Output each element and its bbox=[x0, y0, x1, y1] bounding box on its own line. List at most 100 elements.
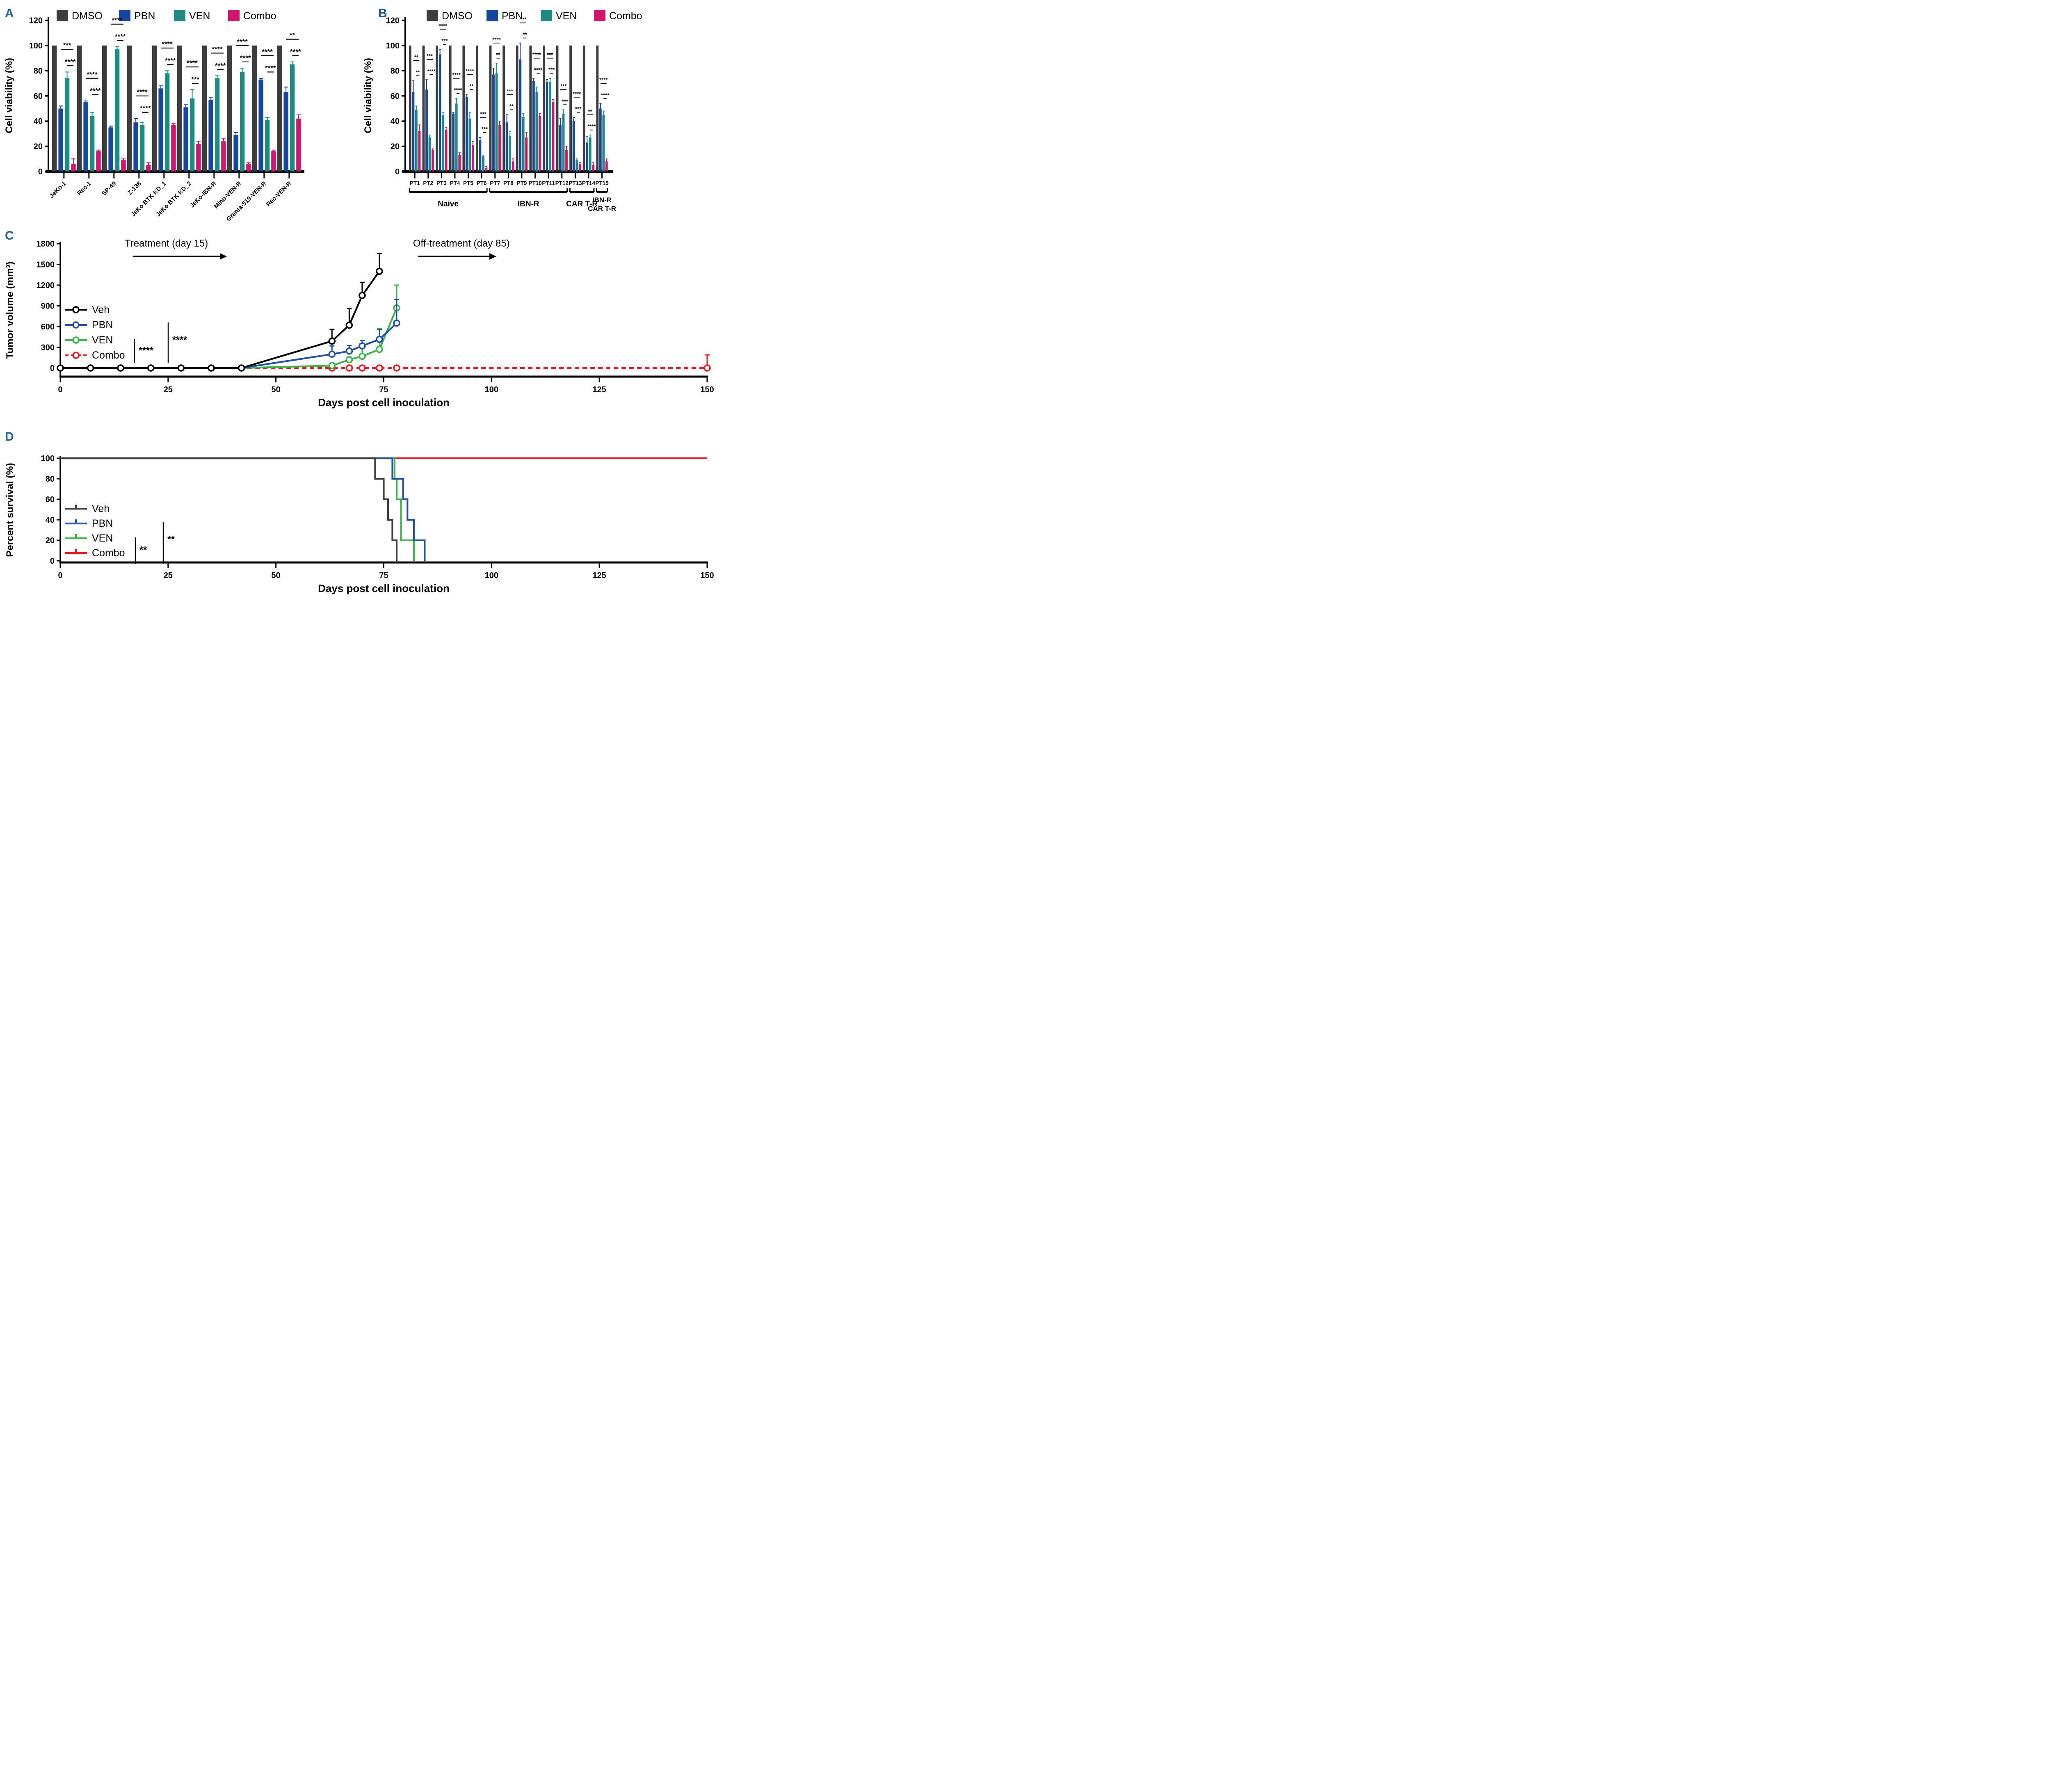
sig-stars: *** bbox=[560, 83, 567, 89]
bar-ven bbox=[455, 103, 458, 171]
sig-stars: **** bbox=[237, 38, 248, 46]
panel-letter-a: A bbox=[5, 7, 14, 20]
bar-combo bbox=[71, 164, 76, 171]
x-axis-title: Days post cell inoculation bbox=[318, 582, 450, 594]
bar-pbn bbox=[258, 79, 263, 171]
panel-letter-c: C bbox=[5, 229, 14, 242]
data-point-ven bbox=[359, 352, 366, 360]
panel-letter-d: D bbox=[5, 430, 14, 443]
bar-ven bbox=[139, 125, 145, 171]
bar-dmso bbox=[569, 46, 572, 171]
sig-stars: **** bbox=[115, 33, 126, 41]
data-point-veh bbox=[376, 267, 383, 275]
y-tick-label: 100 bbox=[386, 41, 400, 50]
bar-combo bbox=[605, 161, 608, 171]
bar-ven bbox=[240, 72, 245, 171]
bar-pbn bbox=[58, 108, 63, 171]
bar-combo bbox=[471, 145, 474, 171]
bar-pbn bbox=[505, 122, 508, 171]
y-tick-label: 900 bbox=[41, 302, 55, 311]
legend-label: PBN bbox=[502, 10, 523, 22]
x-category-label: PT1 bbox=[410, 180, 420, 186]
sig-stars: **** bbox=[65, 58, 76, 66]
sig-stars: **** bbox=[573, 91, 581, 97]
sig-stars: **** bbox=[215, 62, 226, 69]
bar-dmso bbox=[462, 46, 465, 171]
legend-swatch-pbn bbox=[486, 10, 498, 21]
sig-stars: **** bbox=[427, 68, 436, 74]
data-point-veh bbox=[345, 321, 353, 329]
bar-combo bbox=[121, 160, 126, 171]
y-tick-label: 20 bbox=[34, 142, 43, 151]
sig-stars: **** bbox=[187, 59, 198, 67]
sig-stars: **** bbox=[162, 40, 173, 48]
x-category-label: PT11 bbox=[542, 180, 555, 186]
y-tick-label: 60 bbox=[46, 495, 55, 504]
sig-stars: **** bbox=[90, 87, 101, 95]
bar-ven bbox=[509, 136, 511, 171]
legend-label: Combo bbox=[92, 350, 125, 361]
legend-label: DMSO bbox=[72, 10, 103, 22]
legend-swatch-ven bbox=[541, 10, 552, 21]
legend-label: Combo bbox=[92, 547, 125, 559]
x-tick-label: 150 bbox=[700, 385, 714, 394]
bar-combo bbox=[432, 150, 434, 171]
bar-dmso bbox=[556, 46, 559, 171]
bar-pbn bbox=[183, 107, 188, 171]
x-category-label: PT14 bbox=[582, 180, 596, 186]
bar-dmso bbox=[227, 46, 232, 171]
bar-pbn bbox=[492, 74, 495, 171]
bar-pbn bbox=[465, 97, 468, 171]
y-tick-label: 40 bbox=[391, 117, 400, 126]
cohort-label: IBN-R bbox=[518, 200, 539, 208]
y-tick-label: 100 bbox=[41, 454, 55, 463]
bar-ven bbox=[535, 92, 538, 171]
sig-stars: **** bbox=[240, 54, 251, 62]
bar-combo bbox=[512, 161, 514, 171]
bar-pbn bbox=[158, 88, 163, 171]
sig-stars: ** bbox=[523, 32, 527, 38]
data-point-pbn bbox=[376, 336, 383, 343]
sig-stars: *** bbox=[480, 111, 486, 117]
sig-stars: **** bbox=[139, 345, 153, 356]
bar-pbn bbox=[108, 127, 113, 171]
bar-pbn bbox=[519, 59, 522, 171]
x-category-label: PT12 bbox=[555, 180, 569, 186]
data-point-pbn bbox=[393, 319, 400, 327]
sig-stars: **** bbox=[466, 68, 474, 74]
legend-swatch-pbn bbox=[119, 10, 130, 21]
x-category-label: Z-138 bbox=[126, 180, 143, 197]
sig-stars: *** bbox=[575, 106, 582, 112]
legend-label: VEN bbox=[92, 334, 113, 346]
bar-combo bbox=[146, 165, 151, 171]
data-point-ven bbox=[376, 345, 383, 353]
figure: A B C D DMSO PBN VEN Combo 0 20 40 60 80 100 120 Ce… bbox=[0, 0, 726, 597]
data-point-combo bbox=[376, 364, 383, 372]
x-category-label: PT7 bbox=[490, 180, 500, 186]
bar-dmso bbox=[436, 46, 438, 171]
sig-stars: ** bbox=[496, 52, 500, 58]
y-tick-label: 40 bbox=[46, 516, 55, 525]
legend-marker-point bbox=[72, 321, 80, 329]
y-tick-label: 60 bbox=[34, 92, 43, 101]
legend-label: PBN bbox=[92, 319, 113, 331]
bar-pbn bbox=[283, 92, 288, 171]
sig-stars: **** bbox=[262, 48, 273, 56]
sig-stars: ** bbox=[588, 108, 593, 114]
x-category-label: PT2 bbox=[423, 180, 433, 186]
bar-dmso bbox=[102, 46, 107, 171]
bar-ven bbox=[64, 78, 70, 171]
bar-ven bbox=[164, 73, 170, 171]
legend-label: VEN bbox=[556, 10, 577, 22]
legend-label: PBN bbox=[134, 10, 155, 22]
bar-ven bbox=[549, 82, 551, 171]
bar-combo bbox=[525, 137, 528, 171]
sig-stars: *** bbox=[562, 98, 569, 104]
sig-stars: **** bbox=[587, 123, 596, 130]
bar-combo bbox=[96, 151, 101, 171]
sig-stars: *** bbox=[441, 38, 448, 44]
x-category-label: PT3 bbox=[436, 180, 447, 186]
sig-stars: **** bbox=[534, 67, 543, 73]
bar-pbn bbox=[208, 100, 213, 171]
bar-ven bbox=[589, 137, 592, 171]
